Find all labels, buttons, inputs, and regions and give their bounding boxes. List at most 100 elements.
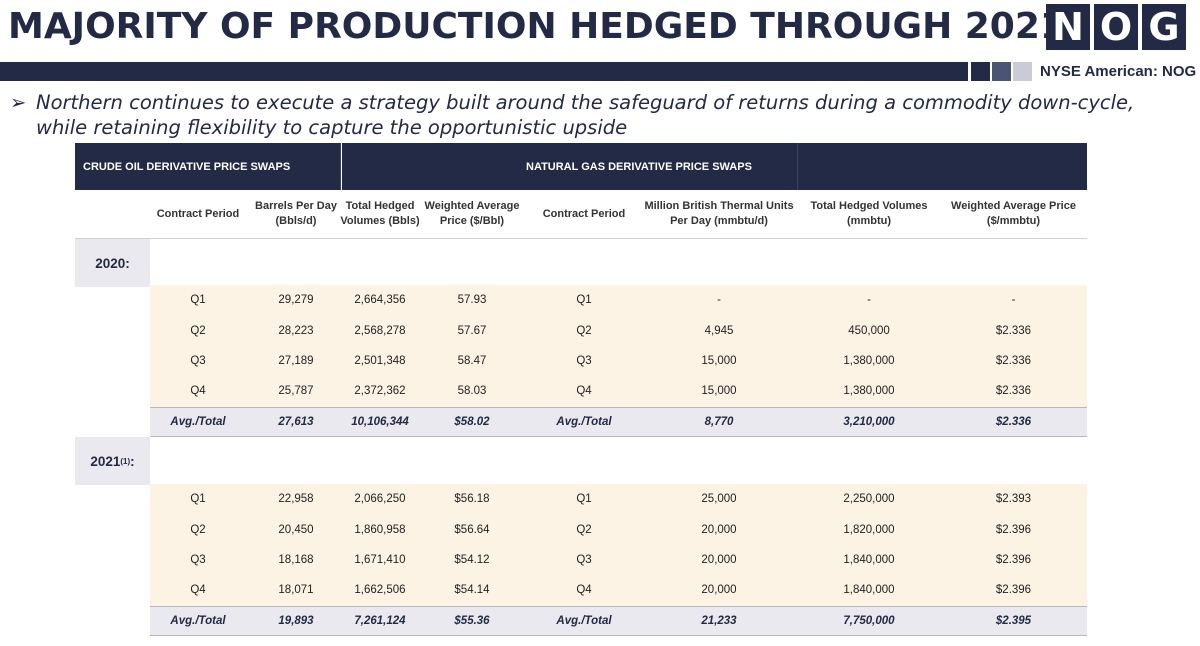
table-cell: Q4 bbox=[576, 385, 592, 398]
table-cell: Q3 bbox=[576, 354, 592, 367]
column-header: Total Hedged Volumes (mmbtu) bbox=[810, 200, 928, 227]
table-cell: - bbox=[867, 294, 871, 307]
table-cell: 18,071 bbox=[278, 584, 314, 597]
year-2021-rows: Q1 22,958 2,066,250 $56.18 Q1 25,000 2,2… bbox=[150, 484, 1087, 636]
table-cell: Q4 bbox=[576, 584, 592, 597]
table-cell: 27,189 bbox=[278, 354, 314, 367]
table-cell: Q1 bbox=[190, 294, 206, 307]
exchange-listing: NYSE American: NOG bbox=[1040, 63, 1197, 80]
table-cell: $54.14 bbox=[454, 584, 490, 597]
table-cell: Q2 bbox=[576, 523, 592, 536]
table-cell: 2,066,250 bbox=[354, 493, 406, 506]
table-cell: Q2 bbox=[190, 324, 206, 337]
table-cell: 57.93 bbox=[457, 294, 487, 307]
table-cell: 10,106,344 bbox=[351, 415, 409, 428]
table-row: Q1 22,958 2,066,250 $56.18 Q1 25,000 2,2… bbox=[150, 484, 1087, 515]
table-cell: Q3 bbox=[576, 553, 592, 566]
table-cell: 2,501,348 bbox=[354, 354, 406, 367]
header-band bbox=[0, 62, 968, 81]
table-cell: Q1 bbox=[190, 493, 206, 506]
table-cell: 1,860,958 bbox=[354, 523, 406, 536]
table-cell: Q3 bbox=[190, 354, 206, 367]
table-cell: Avg./Total bbox=[556, 415, 612, 428]
natural-gas-section-header: NATURAL GAS DERIVATIVE PRICE SWAPS bbox=[342, 143, 1087, 190]
table-row: Q2 28,223 2,568,278 57.67 Q2 4,945 450,0… bbox=[150, 315, 1087, 346]
table-cell: 58.47 bbox=[457, 354, 487, 367]
table-cell: $2.396 bbox=[995, 553, 1032, 566]
year-label-2021: 2021 (1): bbox=[75, 437, 150, 485]
table-cell: 22,958 bbox=[278, 493, 314, 506]
table-cell: $2.336 bbox=[995, 415, 1032, 428]
table-cell: 20,000 bbox=[701, 584, 737, 597]
crude-oil-section-header: CRUDE OIL DERIVATIVE PRICE SWAPS bbox=[75, 143, 341, 190]
table-cell: - bbox=[1011, 294, 1016, 307]
table-cell: 7,750,000 bbox=[843, 614, 895, 627]
strategy-bullet: ➢ Northern continues to execute a strate… bbox=[10, 90, 1190, 140]
table-cell: - bbox=[717, 294, 721, 307]
table-cell: 8,770 bbox=[704, 415, 734, 428]
header-separator bbox=[797, 143, 798, 190]
table-cell: 1,662,506 bbox=[354, 584, 406, 597]
table-cell: 1,671,410 bbox=[354, 553, 406, 566]
table-cell: $2.395 bbox=[995, 614, 1032, 627]
year-label-2020: 2020: bbox=[75, 239, 150, 287]
decor-square bbox=[992, 62, 1011, 81]
table-cell: 19,893 bbox=[278, 614, 314, 627]
decor-square bbox=[971, 62, 990, 81]
year-2020-rows: Q1 29,279 2,664,356 57.93 Q1 - - - Q2 28… bbox=[150, 285, 1087, 437]
table-cell: Avg./Total bbox=[170, 415, 226, 428]
footnote-marker: (1) bbox=[120, 456, 131, 466]
table-row: Q4 25,787 2,372,362 58.03 Q4 15,000 1,38… bbox=[150, 376, 1087, 407]
table-cell: 20,000 bbox=[701, 553, 737, 566]
table-cell: Q1 bbox=[576, 294, 592, 307]
table-cell: $2.393 bbox=[995, 493, 1032, 506]
table-cell: $56.18 bbox=[454, 493, 490, 506]
table-cell: $2.336 bbox=[995, 385, 1032, 398]
table-cell: 1,820,000 bbox=[843, 523, 895, 536]
arrow-bullet-icon: ➢ bbox=[10, 91, 27, 114]
table-cell: 29,279 bbox=[278, 294, 314, 307]
column-header: Total Hedged Volumes (Bbls) bbox=[340, 200, 420, 227]
table-row: Q4 18,071 1,662,506 $54.14 Q4 20,000 1,8… bbox=[150, 575, 1087, 606]
table-cell: $2.336 bbox=[995, 324, 1032, 337]
column-header: Barrels Per Day (Bbls/d) bbox=[255, 200, 337, 227]
table-row: Q2 20,450 1,860,958 $56.64 Q2 20,000 1,8… bbox=[150, 514, 1087, 545]
table-cell: 450,000 bbox=[848, 324, 890, 337]
table-cell: Q1 bbox=[576, 493, 592, 506]
column-header: Contract Period bbox=[542, 207, 626, 220]
table-cell: 20,000 bbox=[701, 523, 737, 536]
column-header: Weighted Average Price ($/Bbl) bbox=[424, 200, 520, 227]
table-cell: 21,233 bbox=[701, 614, 737, 627]
column-header: Contract Period bbox=[156, 207, 240, 220]
column-header: Million British Thermal Units Per Day (m… bbox=[644, 200, 794, 227]
table-cell: 1,840,000 bbox=[843, 584, 895, 597]
table-cell: 4,945 bbox=[704, 324, 734, 337]
table-cell: 2,372,362 bbox=[354, 385, 406, 398]
nog-logo: N O G bbox=[1046, 4, 1186, 50]
table-cell: 7,261,124 bbox=[354, 614, 406, 627]
table-cell: 1,380,000 bbox=[843, 385, 895, 398]
table-cell: 2,664,356 bbox=[354, 294, 406, 307]
logo-letter: G bbox=[1142, 4, 1186, 50]
table-row: Q1 29,279 2,664,356 57.93 Q1 - - - bbox=[150, 285, 1087, 316]
table-cell: $56.64 bbox=[454, 523, 490, 536]
table-cell: 2,568,278 bbox=[354, 324, 406, 337]
table-cell: Q3 bbox=[190, 553, 206, 566]
natural-gas-section-title: NATURAL GAS DERIVATIVE PRICE SWAPS bbox=[526, 160, 752, 173]
page-title: MAJORITY OF PRODUCTION HEDGED THROUGH 20… bbox=[8, 6, 1065, 47]
total-row: Avg./Total 19,893 7,261,124 $55.36 Avg./… bbox=[150, 605, 1087, 636]
header-divider bbox=[75, 238, 1087, 239]
table-cell: 15,000 bbox=[701, 354, 737, 367]
table-cell: 27,613 bbox=[278, 415, 314, 428]
column-header: Weighted Average Price ($/mmbtu) bbox=[951, 200, 1076, 227]
table-cell: $2.336 bbox=[995, 354, 1032, 367]
table-row: Q3 18,168 1,671,410 $54.12 Q3 20,000 1,8… bbox=[150, 544, 1087, 576]
table-cell: 1,380,000 bbox=[843, 354, 895, 367]
table-cell: 18,168 bbox=[278, 553, 314, 566]
table-cell: 3,210,000 bbox=[843, 415, 895, 428]
table-row: Q3 27,189 2,501,348 58.47 Q3 15,000 1,38… bbox=[150, 345, 1087, 377]
table-cell: 20,450 bbox=[278, 523, 314, 536]
bullet-text: Northern continues to execute a strategy… bbox=[36, 91, 1135, 139]
table-cell: Q2 bbox=[576, 324, 592, 337]
table-cell: 28,223 bbox=[278, 324, 314, 337]
